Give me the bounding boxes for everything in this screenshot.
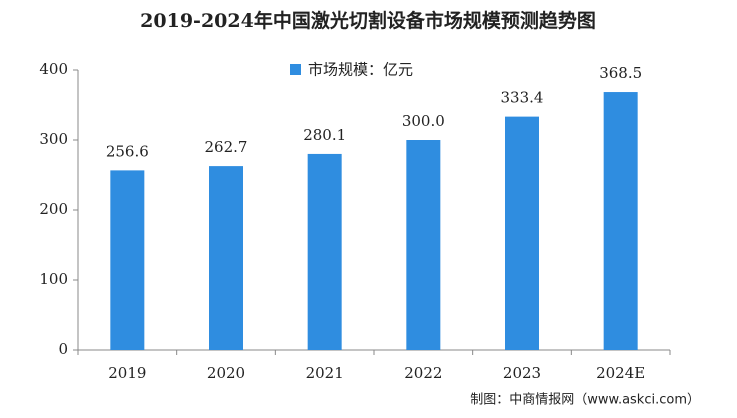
chart-title: 2019-2024年中国激光切割设备市场规模预测趋势图: [140, 9, 596, 32]
data-label: 368.5: [599, 64, 642, 82]
bar: [209, 166, 243, 350]
x-tick-label: 2024E: [596, 364, 645, 382]
data-label: 256.6: [106, 142, 149, 160]
bar: [505, 116, 539, 351]
data-label: 333.4: [501, 89, 544, 107]
data-label: 262.7: [205, 138, 248, 156]
source: 制图：中商情报网（www.askci.com）: [470, 393, 700, 408]
x-tick-label: 2022: [404, 364, 442, 382]
bar: [406, 140, 441, 350]
data-label: 280.1: [303, 126, 346, 144]
y-tick-label: 400: [39, 60, 68, 78]
legend-swatch: [290, 64, 301, 75]
data-label: 300.0: [402, 112, 445, 130]
y-tick-label: 0: [58, 340, 68, 358]
x-tick-label: 2023: [503, 364, 541, 382]
legend-label: 市场规模：亿元: [308, 61, 413, 79]
bar: [307, 153, 342, 350]
bar: [110, 170, 145, 350]
x-tick-label: 2021: [306, 364, 344, 382]
y-tick-label: 100: [39, 270, 68, 288]
y-tick-label: 300: [39, 130, 68, 148]
x-tick-label: 2020: [207, 364, 245, 382]
bar: [603, 92, 638, 351]
y-tick-label: 200: [39, 200, 68, 218]
x-tick-label: 2019: [108, 364, 146, 382]
